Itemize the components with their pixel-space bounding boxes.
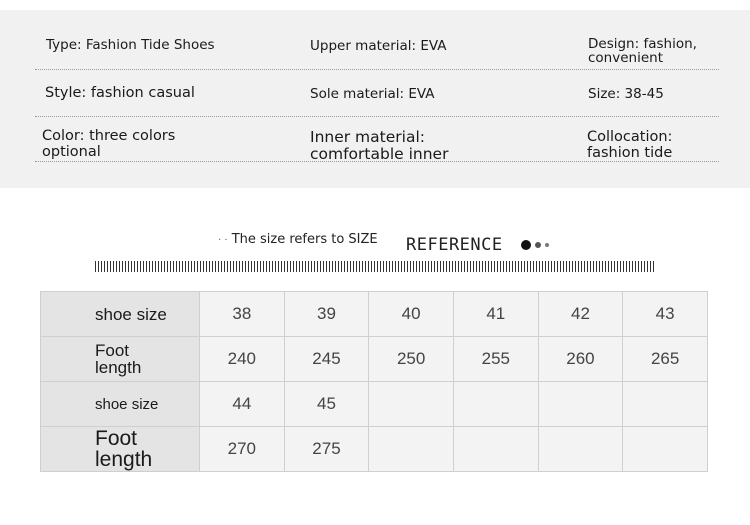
spec-upper-material: Upper material: EVA: [310, 38, 447, 54]
table-cell: 275: [283, 426, 370, 472]
divider: [35, 161, 719, 162]
row-label: shoe size: [40, 291, 200, 337]
row-label: Foot length: [40, 426, 200, 472]
table-cell: 40: [368, 291, 454, 337]
table-cell: 41: [452, 291, 539, 337]
table-cell: 270: [199, 426, 285, 472]
spec-collocation: Collocation: fashion tide: [587, 129, 673, 161]
size-chart-table: shoe size 38 39 40 41 42 43 Foot length …: [40, 291, 708, 472]
divider: [35, 116, 719, 117]
heading-reference: REFERENCE: [406, 235, 503, 255]
table-cell: 245: [283, 336, 370, 382]
table-cell: [452, 426, 539, 472]
spec-color: Color: three colors optional: [42, 128, 176, 160]
spec-inner-material: Inner material: comfortable inner: [310, 128, 449, 163]
spec-size: Size: 38-45: [588, 86, 664, 102]
divider: [35, 69, 719, 70]
table-cell: 260: [537, 336, 624, 382]
product-specs-panel: Type: Fashion Tide Shoes Upper material:…: [0, 10, 750, 188]
table-cell: 38: [199, 291, 285, 337]
row-label: Foot length: [40, 336, 200, 382]
table-row: Foot length 240 245 250 255 260 265: [40, 336, 708, 382]
table-row: shoe size 44 45: [40, 381, 708, 427]
ruler-decoration: [95, 261, 656, 272]
heading-dots: · ·: [218, 235, 228, 246]
table-cell: [452, 381, 539, 427]
spec-design: Design: fashion, convenient: [588, 36, 697, 66]
table-row: Foot length 270 275: [40, 426, 708, 472]
table-cell: [368, 426, 454, 472]
bullet-icon: [545, 243, 549, 247]
table-cell: 43: [622, 291, 708, 337]
bullet-icon: [535, 242, 541, 248]
table-cell: 250: [368, 336, 454, 382]
spec-style: Style: fashion casual: [45, 85, 195, 101]
table-cell: 42: [537, 291, 624, 337]
row-label: shoe size: [40, 381, 200, 427]
table-cell: 39: [283, 291, 370, 337]
table-cell: 265: [622, 336, 708, 382]
table-cell: 255: [452, 336, 539, 382]
heading-text: The size refers to SIZE: [231, 232, 378, 247]
spec-sole-material: Sole material: EVA: [310, 86, 435, 102]
table-cell: 45: [283, 381, 370, 427]
table-cell: [622, 426, 708, 472]
table-cell: [537, 381, 624, 427]
table-cell: 44: [199, 381, 285, 427]
table-cell: 240: [199, 336, 285, 382]
table-cell: [368, 381, 454, 427]
bullet-icon: [521, 240, 531, 250]
spec-type: Type: Fashion Tide Shoes: [46, 37, 215, 53]
table-cell: [622, 381, 708, 427]
size-heading: · · The size refers to SIZE: [218, 232, 378, 247]
table-row: shoe size 38 39 40 41 42 43: [40, 291, 708, 337]
table-cell: [537, 426, 624, 472]
